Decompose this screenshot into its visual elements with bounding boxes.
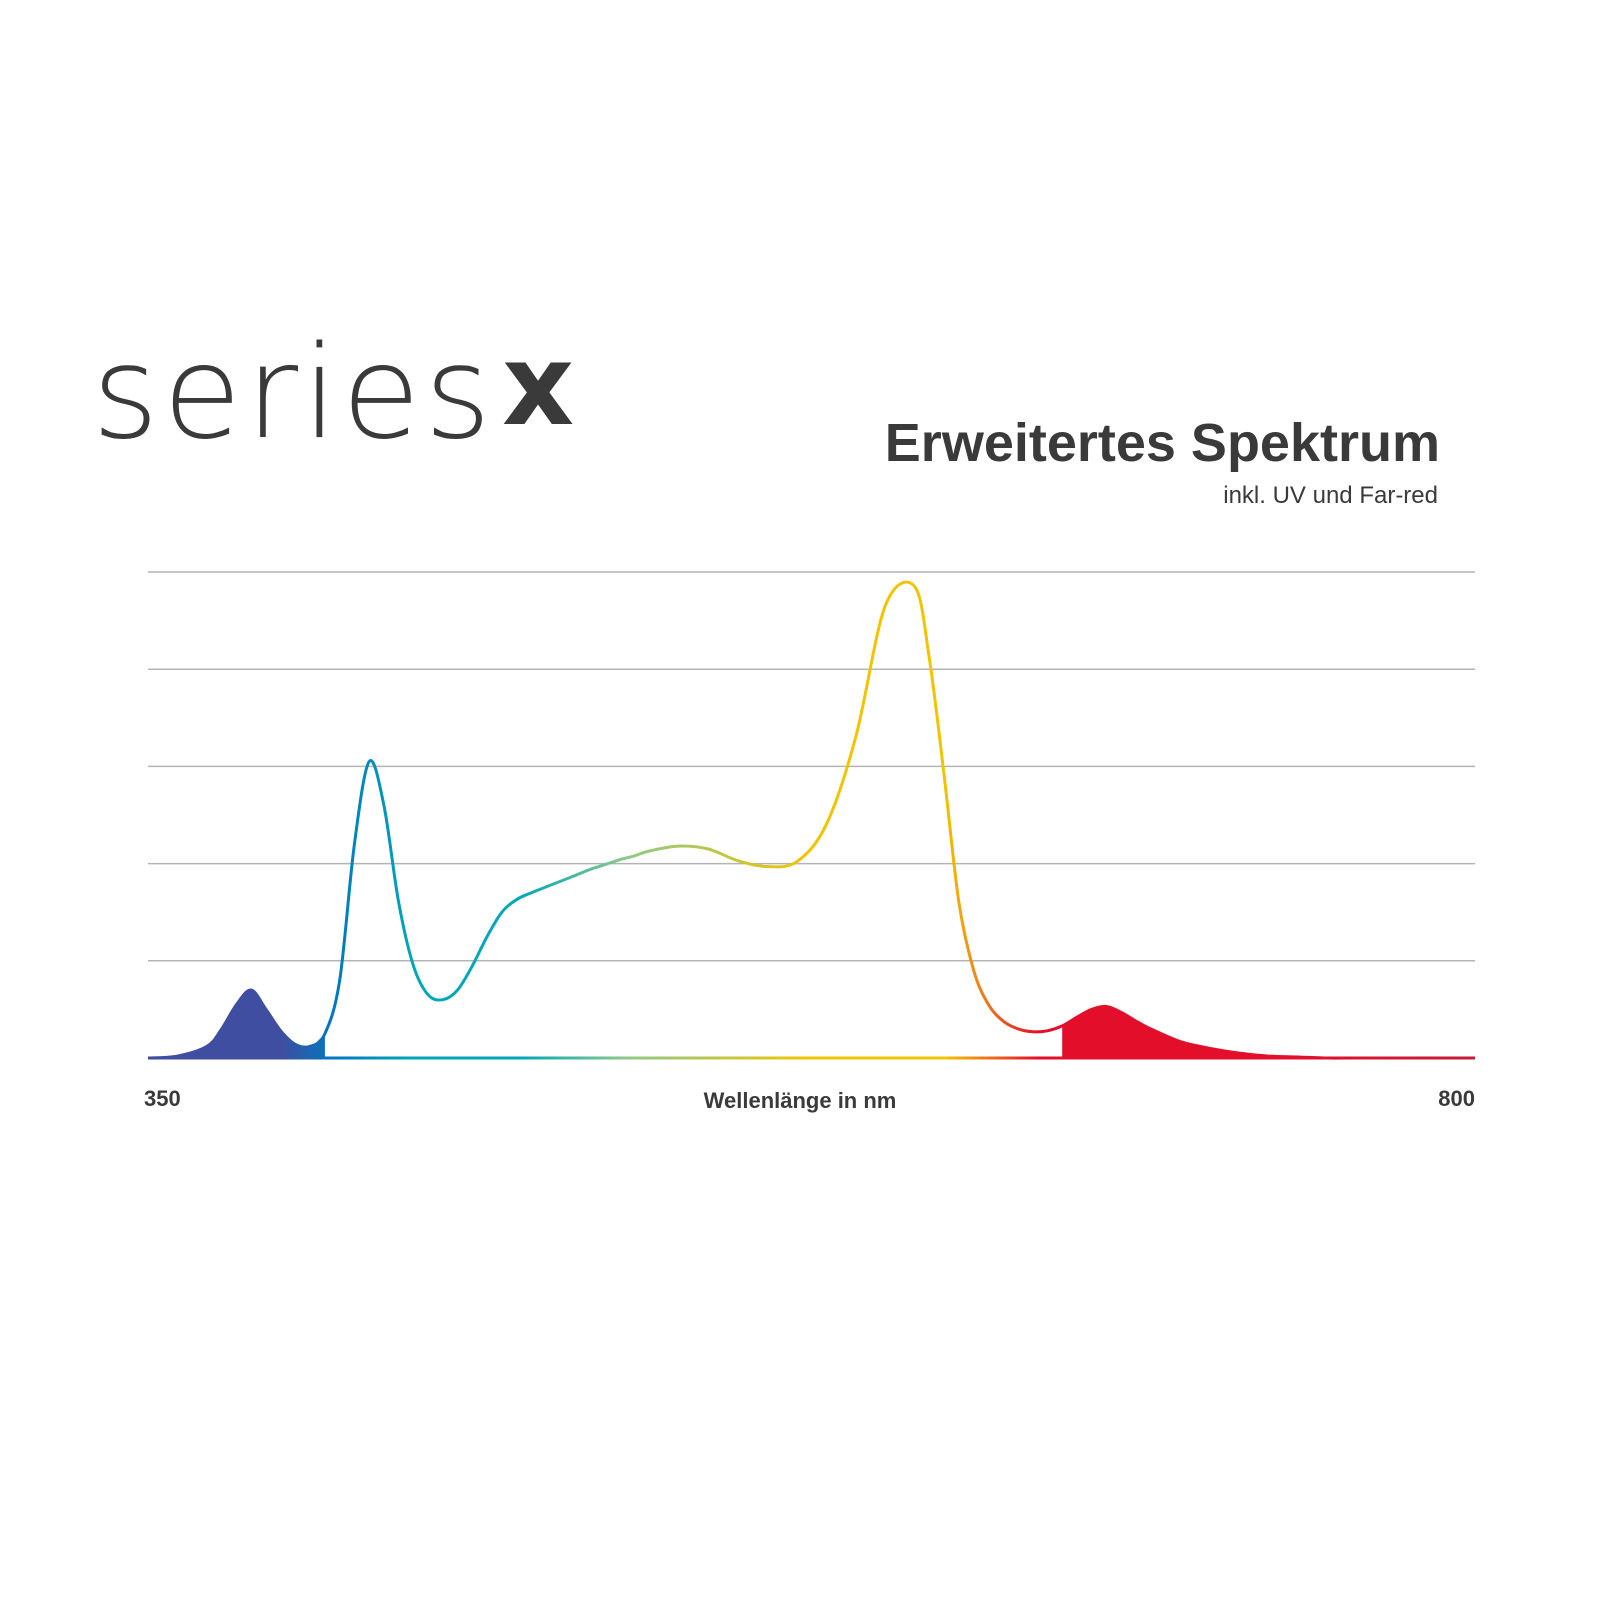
- x-tick-label-max: 800: [1438, 1086, 1475, 1111]
- x-tick-label-min: 350: [144, 1086, 181, 1111]
- far-red-peak-fill: [1062, 1006, 1475, 1059]
- chart-subtitle: inkl. UV und Far-red: [1223, 482, 1438, 509]
- spectrum-curve: [147, 580, 1475, 1060]
- logo-x-mark: x: [502, 321, 575, 451]
- grid-lines: [148, 571, 1475, 962]
- logo-word: series: [92, 319, 496, 468]
- chart-title: Erweitertes Spektrum: [884, 413, 1440, 473]
- x-axis-label: Wellenlänge in nm: [704, 1088, 897, 1113]
- spectrum-fills: [177, 989, 1475, 1059]
- series-x-logo: series x: [92, 330, 612, 470]
